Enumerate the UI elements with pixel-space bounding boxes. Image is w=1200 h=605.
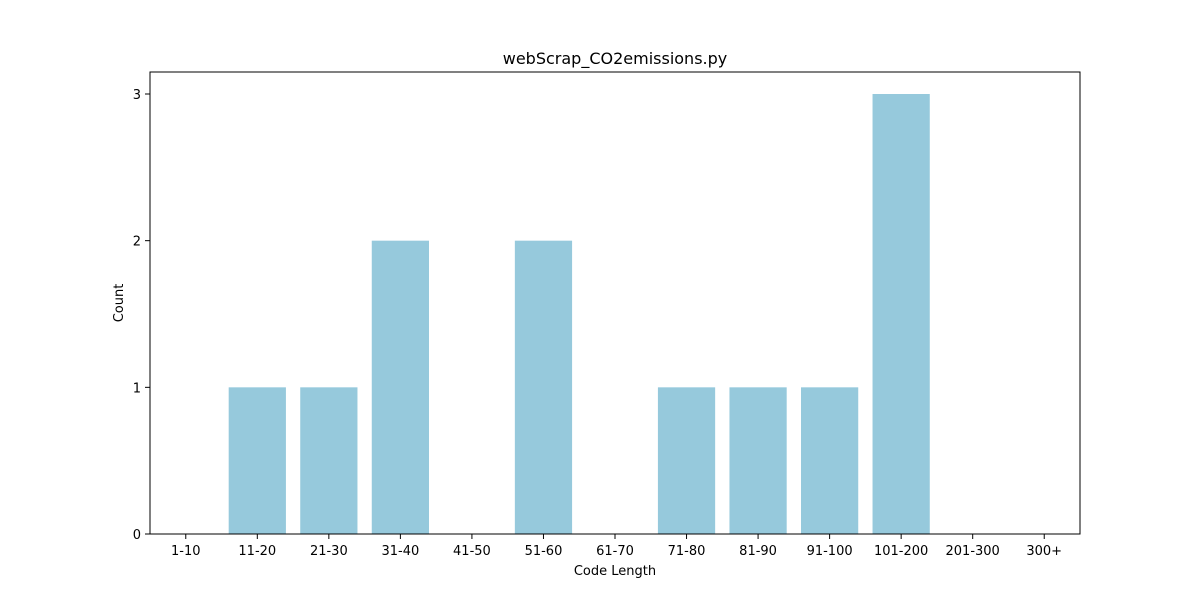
- y-axis-label: Count: [112, 284, 127, 323]
- y-tick-label: 1: [133, 381, 141, 396]
- x-ticks: 1-10 11-20 21-30 31-40 41-50 51-60 61-70 71-80 8…: [171, 534, 1062, 559]
- bar-11-20: [228, 387, 286, 534]
- x-tick-label: 41-50: [453, 544, 491, 559]
- y-tick-label: 0: [133, 528, 141, 543]
- x-tick-label: 31-40: [381, 544, 419, 559]
- x-tick-label: 101-200: [874, 544, 928, 559]
- bar-91-100: [801, 387, 859, 534]
- x-tick-label: 51-60: [525, 544, 563, 559]
- chart-title: webScrap_CO2emissions.py: [503, 49, 728, 69]
- x-tick-label: 11-20: [238, 544, 276, 559]
- y-ticks: 0 1 2 3: [133, 88, 150, 543]
- x-tick-label: 1-10: [171, 544, 201, 559]
- bar-71-80: [657, 387, 716, 534]
- y-tick-label: 2: [133, 235, 141, 250]
- bar-51-60: [514, 240, 573, 535]
- x-tick-label: 61-70: [596, 544, 634, 559]
- x-tick-label: 71-80: [668, 544, 706, 559]
- plot-frame: [149, 71, 1081, 535]
- y-tick-label: 3: [133, 88, 141, 103]
- x-tick-label: 91-100: [807, 544, 853, 559]
- x-tick-label: 300+: [1026, 544, 1062, 559]
- axes-layer: [149, 71, 1081, 535]
- bar-21-30: [300, 387, 358, 534]
- x-axis-label: Code Length: [574, 564, 656, 579]
- bar-81-90: [729, 387, 787, 534]
- x-tick-label: 21-30: [310, 544, 348, 559]
- bar-101-200: [872, 94, 930, 534]
- bars-layer: [228, 94, 930, 535]
- x-tick-label: 201-300: [946, 544, 1000, 559]
- bar-31-40: [371, 240, 429, 535]
- x-tick-label: 81-90: [739, 544, 777, 559]
